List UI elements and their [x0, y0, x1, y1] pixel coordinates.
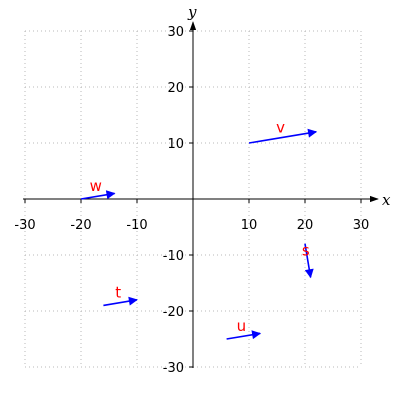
vector-v-arrow: [248, 128, 318, 144]
axes: xy: [23, 3, 391, 368]
x-axis-label: x: [382, 191, 391, 209]
vector-t-arrow: [103, 296, 138, 307]
y-axis-label: y: [187, 3, 197, 21]
vector-w-arrow: [80, 190, 116, 200]
vector-u-arrow: [226, 330, 262, 340]
x-tick-label: -30: [14, 218, 35, 233]
x-tick-label: -20: [70, 218, 91, 233]
vector-s-label: s: [302, 242, 310, 260]
vector-v-label: v: [276, 118, 285, 136]
vectors: v w s t u: [80, 118, 318, 340]
y-tick-label: -20: [163, 305, 184, 320]
vector-t-label: t: [115, 284, 121, 302]
y-tick-label: 20: [167, 81, 184, 96]
y-tick-label: -10: [163, 249, 184, 264]
y-tick-label: 30: [167, 25, 184, 40]
x-tick-label: -10: [126, 218, 147, 233]
x-tick-label: 30: [353, 218, 370, 233]
y-tick-label: -30: [163, 361, 184, 376]
x-tick-label: 10: [241, 218, 258, 233]
vector-s-arrow: [304, 243, 314, 279]
ticks: -30 -20 -10 10 20 30 -30 -20 -10 10 20 30: [14, 25, 369, 376]
vector-w-label: w: [90, 177, 102, 195]
x-tick-label: 20: [297, 218, 314, 233]
vector-u-label: u: [237, 317, 247, 335]
y-tick-label: 10: [167, 137, 184, 152]
